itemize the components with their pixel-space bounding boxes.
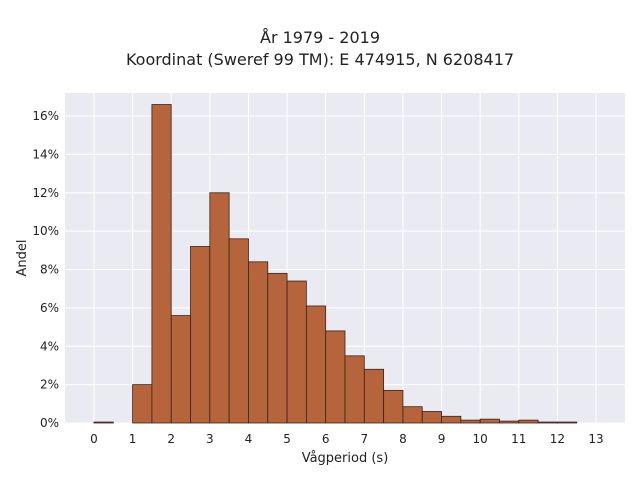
y-tick-label: 4%: [40, 339, 59, 353]
y-tick-label: 0%: [40, 416, 59, 430]
x-tick-label: 1: [129, 432, 137, 446]
y-tick-label: 12%: [32, 186, 59, 200]
chart-title-line-2: Koordinat (Sweref 99 TM): E 474915, N 62…: [125, 50, 515, 69]
histogram-bar: [93, 421, 114, 424]
x-tick-label: 5: [283, 432, 291, 446]
histogram-bar: [151, 104, 172, 424]
y-axis-label: Andel: [15, 240, 30, 277]
histogram-bar: [518, 419, 539, 424]
y-tick-labels: 0% 2% 4% 6% 8% 10% 12% 14% 16%: [32, 109, 59, 430]
histogram-bar: [402, 406, 423, 424]
histogram-bar: [460, 419, 481, 424]
histogram-bar: [421, 411, 442, 424]
x-tick-label: 0: [90, 432, 98, 446]
x-tick-label: 3: [206, 432, 214, 446]
x-tick-labels: 0 1 2 3 4 5 6 7 8 9 10 11 12 13: [90, 432, 604, 446]
y-tick-label: 2%: [40, 378, 59, 392]
x-tick-label: 10: [473, 432, 488, 446]
histogram-bars: [93, 104, 578, 424]
histogram-bar: [479, 418, 500, 424]
histogram-bar: [190, 246, 211, 424]
y-tick-label: 16%: [32, 109, 59, 123]
y-tick-label: 14%: [32, 147, 59, 161]
histogram-bar: [499, 420, 520, 424]
histogram-bar: [537, 421, 558, 424]
x-axis-label: Vågperiod (s): [302, 451, 389, 466]
histogram-bar: [305, 305, 327, 424]
y-tick-label: 8%: [40, 263, 59, 277]
histogram-bar: [228, 238, 249, 424]
histogram-bar: [441, 415, 462, 424]
histogram-bar: [363, 368, 385, 424]
x-tick-label: 6: [322, 432, 330, 446]
histogram-bar: [209, 192, 230, 424]
x-tick-label: 2: [167, 432, 175, 446]
histogram-bar: [170, 315, 191, 424]
histogram-bar: [325, 330, 346, 424]
histogram-bar: [557, 421, 578, 424]
histogram-bar: [267, 272, 288, 424]
chart-title-line-1: År 1979 - 2019: [260, 28, 380, 47]
x-tick-label: 11: [511, 432, 526, 446]
x-tick-label: 8: [399, 432, 407, 446]
x-tick-label: 12: [550, 432, 565, 446]
histogram-bar: [248, 261, 269, 424]
histogram-bar: [286, 280, 307, 424]
x-tick-label: 7: [360, 432, 368, 446]
histogram-bar: [383, 389, 404, 424]
histogram-bar: [132, 384, 153, 424]
x-tick-label: 9: [438, 432, 446, 446]
y-tick-label: 6%: [40, 301, 59, 315]
x-tick-label: 4: [245, 432, 253, 446]
x-tick-label: 13: [588, 432, 603, 446]
y-tick-label: 10%: [32, 224, 59, 238]
histogram-bar: [344, 355, 365, 424]
